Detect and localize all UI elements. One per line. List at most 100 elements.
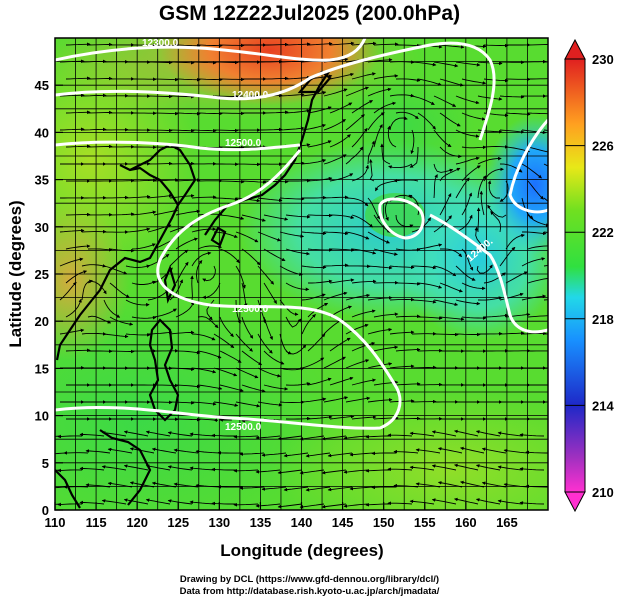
y-tick-label: 40 — [35, 125, 49, 140]
contour-12400-north — [55, 41, 496, 141]
y-tick-label: 10 — [35, 409, 49, 424]
streamline — [175, 237, 198, 250]
chart-title: GSM 12Z22Jul2025 (200.0hPa) — [158, 2, 461, 25]
contour-12400-east — [429, 213, 548, 334]
streamline — [285, 42, 311, 46]
streamline — [329, 41, 355, 46]
streamline — [431, 430, 457, 437]
streamline — [279, 299, 299, 316]
streamline — [131, 315, 157, 320]
japan-hokkaido — [297, 70, 332, 94]
credits-line-1: Drawing by DCL (https://www.gfd-dennou.o… — [179, 574, 440, 585]
streamline — [345, 396, 371, 403]
streamline — [499, 331, 525, 335]
streamline — [145, 498, 171, 505]
x-tick-label: 125 — [167, 515, 189, 530]
streamline — [345, 293, 371, 301]
y-tick-label: 20 — [35, 314, 49, 329]
streamline — [85, 449, 111, 454]
streamline — [395, 382, 421, 386]
china-coastline — [91, 164, 180, 301]
streamline — [167, 431, 193, 437]
streamline — [233, 435, 259, 439]
streamline — [219, 384, 244, 392]
colorbar-tick-label: 218 — [592, 312, 614, 327]
streamline — [239, 486, 265, 490]
streamline — [343, 503, 369, 508]
streamline — [191, 227, 217, 233]
streamline — [211, 501, 236, 506]
streamline — [233, 503, 259, 507]
streamline — [283, 452, 309, 458]
streamline — [455, 332, 481, 337]
streamline — [131, 210, 157, 216]
streamline — [263, 384, 289, 391]
streamline — [263, 76, 289, 81]
streamline — [483, 272, 506, 284]
streamline — [301, 357, 325, 369]
streamline — [387, 501, 413, 505]
streamline — [257, 231, 281, 242]
streamline — [415, 448, 441, 454]
streamline — [197, 77, 223, 82]
x-tick-label: 165 — [496, 515, 518, 530]
streamline — [261, 486, 287, 491]
streamline — [123, 498, 149, 505]
streamline — [261, 452, 287, 457]
colorbar-tick-label: 230 — [592, 52, 614, 67]
contour-label: 12300.0 — [142, 38, 179, 49]
streamline — [499, 180, 509, 202]
streamline — [477, 95, 503, 101]
streamline — [81, 279, 93, 301]
y-tick-label: 15 — [35, 361, 49, 376]
streamline — [483, 43, 509, 48]
x-tick-label: 150 — [373, 515, 395, 530]
streamline — [125, 264, 151, 269]
streamline — [373, 214, 391, 233]
streamline — [433, 332, 459, 337]
streamline — [367, 87, 392, 97]
streamline — [279, 92, 305, 97]
streamline — [279, 231, 305, 238]
streamline — [373, 42, 399, 47]
streamline — [213, 401, 239, 407]
streamline — [191, 128, 217, 133]
streamline — [87, 42, 113, 47]
streamline — [197, 43, 223, 48]
x-tick-label: 120 — [126, 515, 148, 530]
contour-12500-north — [55, 140, 301, 152]
streamline — [191, 60, 217, 65]
streamline — [307, 415, 333, 420]
streamline — [211, 433, 236, 438]
streamline — [455, 95, 480, 105]
streamline — [175, 384, 201, 389]
streamline — [129, 447, 155, 454]
x-tick-label: 155 — [414, 515, 436, 530]
streamline — [521, 331, 547, 336]
streamline — [367, 231, 390, 244]
streamline — [55, 503, 61, 505]
lat-lon-grid — [55, 38, 548, 510]
streamline — [369, 159, 375, 182]
streamline — [431, 498, 457, 505]
streamline — [417, 78, 442, 86]
streamline — [103, 195, 129, 200]
streamline — [345, 323, 369, 335]
streamline — [411, 61, 437, 67]
streamline — [367, 265, 393, 270]
streamline — [285, 316, 302, 328]
streamline — [483, 78, 509, 83]
streamline — [65, 244, 91, 250]
streamline — [396, 43, 421, 48]
streamline — [439, 78, 464, 87]
streamline — [285, 282, 310, 292]
streamline — [365, 468, 390, 473]
streamline — [175, 111, 201, 116]
y-axis: 0 5 10 15 20 25 30 35 40 45 — [35, 78, 63, 518]
streamline — [145, 464, 171, 471]
streamline — [213, 231, 238, 238]
streamline — [521, 231, 547, 236]
streamline — [235, 265, 246, 289]
streamline — [109, 349, 135, 354]
streamline — [411, 299, 437, 304]
